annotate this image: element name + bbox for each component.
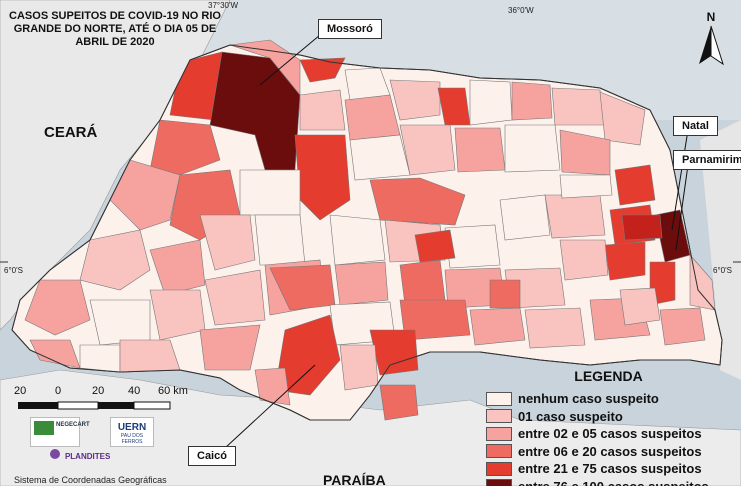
legend-item: entre 76 e 100 casos suspeitos <box>486 478 741 486</box>
scale-tick-2: 0 <box>55 385 62 397</box>
scale-bar: 20 0 20 40 60 km <box>10 385 210 415</box>
negecart-logo: NEGECART <box>30 417 90 447</box>
legend-label: entre 21 e 75 casos suspeitos <box>518 461 702 477</box>
legend-swatch <box>486 444 512 459</box>
compass-icon <box>699 25 724 66</box>
longitude-label-left: 37°30'W <box>208 1 239 10</box>
north-arrow-icon: N <box>693 10 729 68</box>
longitude-label-right: 36°0'W <box>508 6 534 15</box>
legend-item: entre 21 e 75 casos suspeitos <box>486 460 741 478</box>
scale-tick-1: 20 <box>14 385 27 397</box>
legend-swatch <box>486 461 512 476</box>
institution-logos: NEGECART UERN PAU DOS FERROS PLANDITES <box>30 415 160 475</box>
legend-list: nenhum caso suspeito 01 caso suspeito entr… <box>486 390 741 486</box>
legend-swatch <box>486 426 512 441</box>
mossoro-callout: Mossoró <box>318 19 382 39</box>
legend-label: nenhum caso suspeito <box>518 391 659 407</box>
legend-label: entre 02 e 05 casos suspeitos <box>518 426 702 442</box>
scale-tick-4: 40 <box>128 385 141 397</box>
legend-label: entre 76 e 100 casos suspeitos <box>518 479 709 486</box>
latitude-label-right: 6°0'S <box>713 266 732 275</box>
legend-swatch <box>486 479 512 486</box>
legend-swatch <box>486 409 512 424</box>
parnamirim-callout: Parnamirim <box>673 150 741 170</box>
caico-callout: Caicó <box>188 446 236 466</box>
legend-swatch <box>486 391 512 406</box>
coast-land-right <box>700 120 741 380</box>
paraiba-region <box>0 369 741 486</box>
scale-tick-3: 20 <box>92 385 105 397</box>
legend-title: LEGENDA <box>574 368 643 384</box>
legend-item: entre 06 e 20 casos suspeitos <box>486 443 741 461</box>
legend: LEGENDA nenhum caso suspeito 01 caso susp… <box>486 368 741 486</box>
natal-callout: Natal <box>673 116 718 136</box>
legend-item: entre 02 e 05 casos suspeitos <box>486 425 741 443</box>
scale-tick-5: 60 km <box>158 385 188 397</box>
north-label: N <box>706 10 716 24</box>
legend-item: nenhum caso suspeito <box>486 390 741 408</box>
map-title: CASOS SUPEITOS DE COVID-19 NO RIO GRANDE… <box>9 10 221 48</box>
legend-label: 01 caso suspeito <box>518 408 623 424</box>
ceara-label: CEARÁ <box>44 124 98 141</box>
latitude-label-left: 6°0'S <box>4 266 23 275</box>
scale-bar-graphic <box>18 401 171 410</box>
legend-label: entre 06 e 20 casos suspeitos <box>518 443 702 459</box>
legend-item: 01 caso suspeito <box>486 408 741 426</box>
uern-logo: UERN PAU DOS FERROS <box>110 417 154 447</box>
ceara-region <box>0 0 231 331</box>
plandites-logo: PLANDITES <box>50 449 120 469</box>
footer-text: Sistema de Coordenadas Geográficas <box>14 475 167 485</box>
paraiba-label: PARAÍBA <box>323 472 386 486</box>
